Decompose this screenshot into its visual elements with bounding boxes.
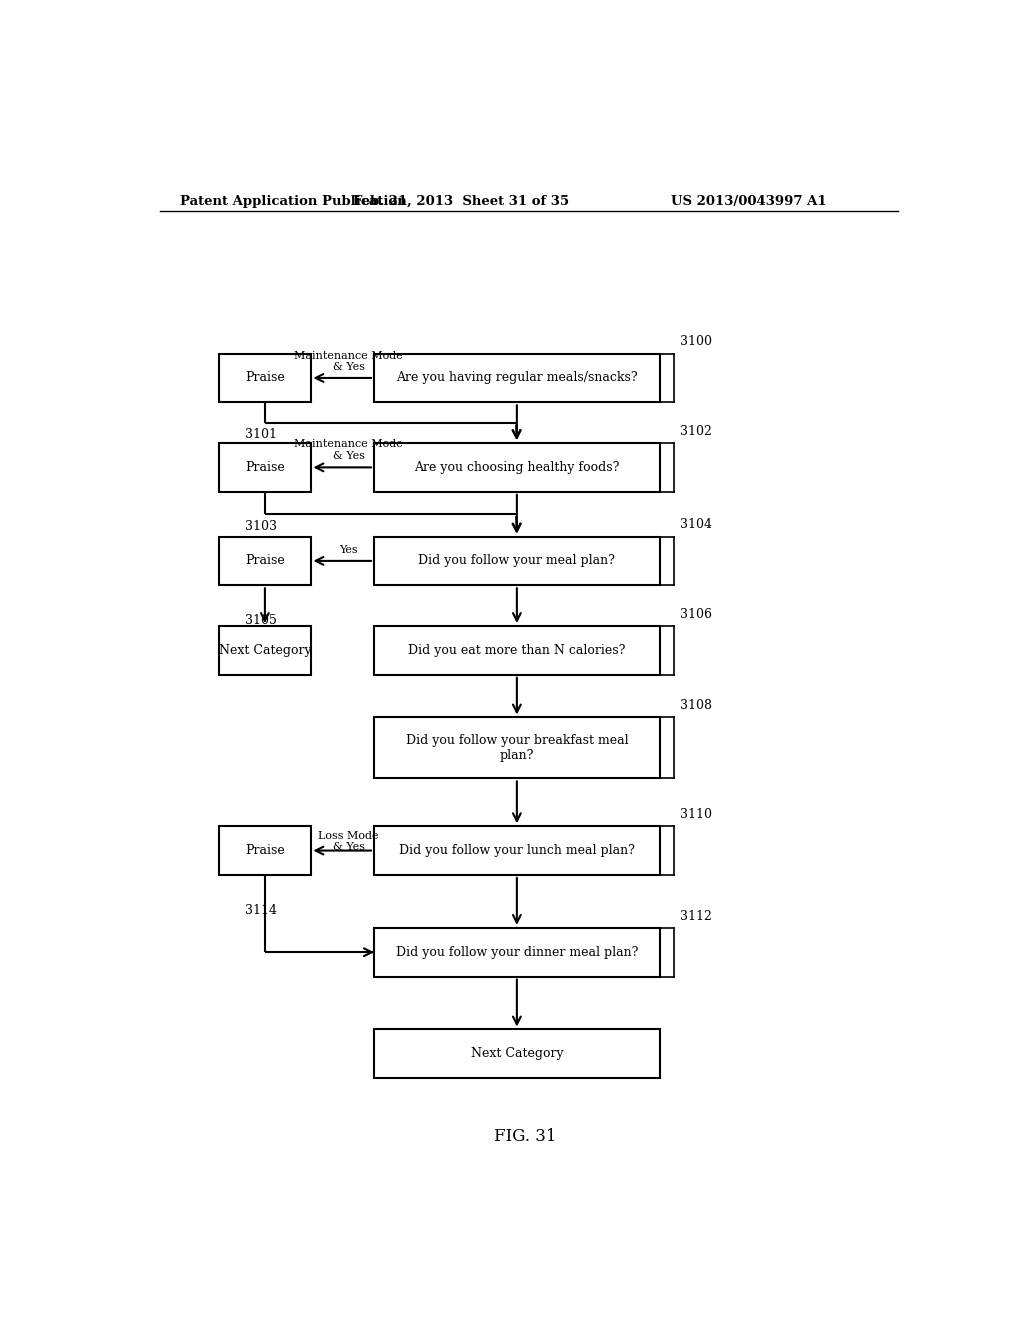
Text: Are you having regular meals/snacks?: Are you having regular meals/snacks? [396,371,638,384]
Text: Next Category: Next Category [218,644,311,657]
Text: 3105: 3105 [246,614,278,627]
Text: Did you follow your meal plan?: Did you follow your meal plan? [419,554,615,568]
Bar [219,354,310,403]
Bar [374,928,659,977]
Text: Praise: Praise [245,461,285,474]
Text: Are you choosing healthy foods?: Are you choosing healthy foods? [414,461,620,474]
Bar [374,354,659,403]
Bar [219,536,310,585]
Text: Praise: Praise [245,371,285,384]
Text: Did you eat more than N calories?: Did you eat more than N calories? [409,644,626,657]
Text: 3114: 3114 [246,904,278,917]
Text: 3112: 3112 [680,909,713,923]
Bar [374,626,659,675]
Bar [374,826,659,875]
Text: 3100: 3100 [680,335,713,348]
Text: Praise: Praise [245,554,285,568]
Text: US 2013/0043997 A1: US 2013/0043997 A1 [671,194,826,207]
Bar [374,1030,659,1078]
Bar [219,444,310,492]
Text: Praise: Praise [245,843,285,857]
Text: 3106: 3106 [680,609,713,620]
Text: Yes: Yes [339,545,358,554]
Text: Did you follow your breakfast meal
plan?: Did you follow your breakfast meal plan? [406,734,628,762]
Text: Patent Application Publication: Patent Application Publication [179,194,407,207]
Bar [219,626,310,675]
Text: 3103: 3103 [246,520,278,533]
Text: 3108: 3108 [680,700,713,713]
Bar [219,826,310,875]
Text: 3102: 3102 [680,425,713,438]
Text: Did you follow your lunch meal plan?: Did you follow your lunch meal plan? [399,843,635,857]
Text: 3110: 3110 [680,808,713,821]
Bar [374,536,659,585]
Text: Loss Mode
& Yes: Loss Mode & Yes [318,830,379,853]
Bar [374,718,659,779]
Text: 3101: 3101 [246,429,278,441]
Text: 3104: 3104 [680,519,713,532]
Text: Did you follow your dinner meal plan?: Did you follow your dinner meal plan? [395,945,638,958]
Text: Maintenance Mode
& Yes: Maintenance Mode & Yes [294,440,403,461]
Bar [374,444,659,492]
Text: FIG. 31: FIG. 31 [494,1127,556,1144]
Text: Maintenance Mode
& Yes: Maintenance Mode & Yes [294,351,403,372]
Text: Next Category: Next Category [471,1047,563,1060]
Text: Feb. 21, 2013  Sheet 31 of 35: Feb. 21, 2013 Sheet 31 of 35 [353,194,569,207]
